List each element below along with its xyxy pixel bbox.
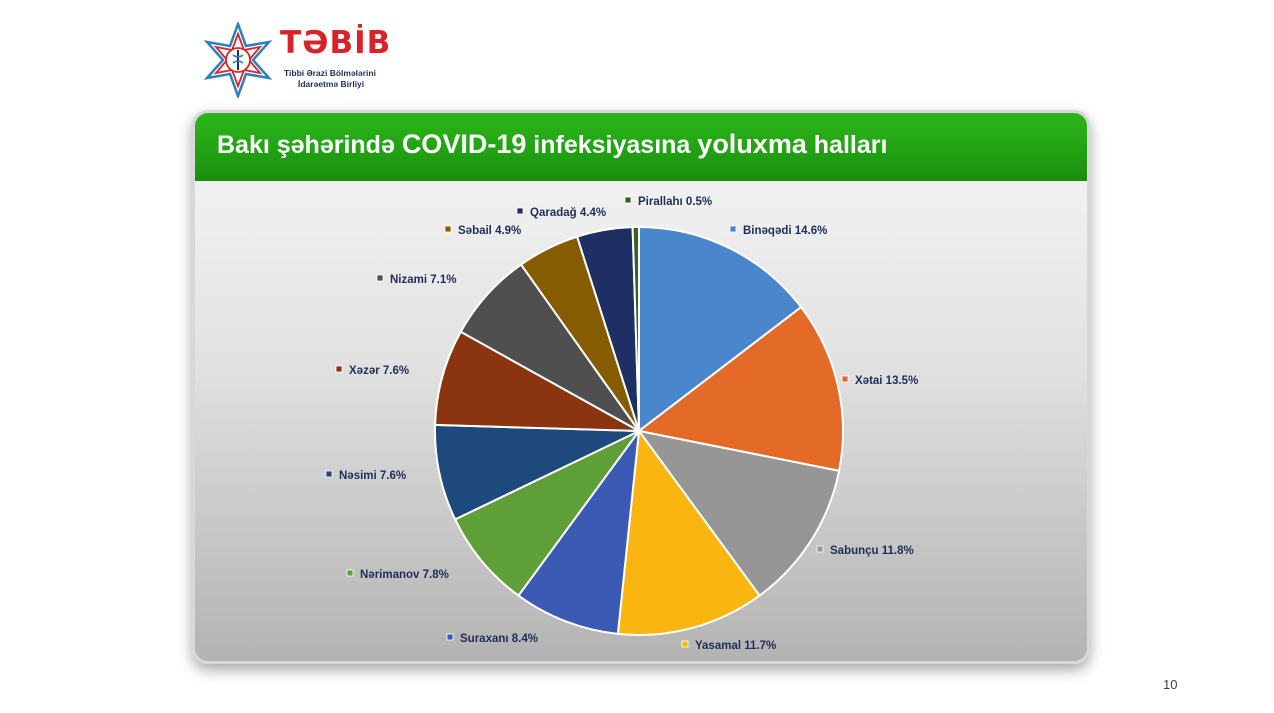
slice-label: Yasamal 11.7%: [695, 640, 776, 652]
slice-label-marker: [624, 196, 632, 204]
slice-label-marker: [729, 225, 737, 233]
title-part-bold: yoluxma: [697, 129, 807, 159]
slice-label: Xəzər 7.6%: [349, 365, 409, 377]
pie-slice-2: [636, 429, 841, 597]
slice-label: Qaradağ 4.4%: [530, 207, 606, 219]
logo-subtitle: Tibbi Ərazi Bölmələrini İdarəetmə Birliy…: [284, 68, 404, 90]
pie-slice-7: [434, 330, 640, 432]
pie-slice-6: [434, 423, 640, 521]
title-part: halları: [806, 131, 888, 159]
slice-label: Binəqədi 14.6%: [743, 225, 827, 237]
slice-label-marker: [681, 640, 689, 648]
slice-label-marker: [325, 470, 333, 478]
slice-label-marker: [376, 274, 384, 282]
slice-label: Xətai 13.5%: [855, 375, 918, 387]
pie-slice-3: [616, 428, 761, 636]
chart-panel: Bakı şəhərində COVID-19 infeksiyasına yo…: [192, 110, 1090, 664]
slice-label-marker: [841, 375, 849, 383]
tabib-emblem-icon: [203, 22, 273, 98]
slice-label: Pirallahı 0.5%: [638, 196, 712, 208]
slice-label: Nəsimi 7.6%: [339, 470, 406, 482]
pie-slice-4: [517, 427, 641, 635]
pie-slice-5: [453, 430, 640, 597]
logo-subtitle-line1: Tibbi Ərazi Bölmələrini: [284, 68, 376, 78]
slice-label-marker: [444, 225, 452, 233]
slice-label: Səbail 4.9%: [458, 225, 521, 237]
chart-title: Bakı şəhərində COVID-19 infeksiyasına yo…: [217, 129, 887, 160]
slice-label: Suraxanı 8.4%: [460, 633, 538, 645]
slice-label: Nərimanov 7.8%: [360, 569, 449, 581]
slice-label-marker: [516, 207, 524, 215]
slice-label-marker: [335, 365, 343, 373]
page-number: 10: [1163, 677, 1178, 692]
chart-header: Bakı şəhərində COVID-19 infeksiyasına yo…: [195, 113, 1087, 181]
slice-label: Nizami 7.1%: [390, 274, 456, 286]
logo-title: TƏBİB: [280, 25, 392, 61]
pie-slice-11: [631, 225, 640, 432]
title-part: Bakı şəhərində: [217, 131, 402, 159]
slice-label-marker: [446, 633, 454, 641]
pie-slice-0: [638, 225, 803, 434]
pie-slice-1: [636, 305, 844, 473]
tabib-logo: TƏBİB Tibbi Ərazi Bölmələrini İdarəetmə …: [200, 22, 400, 102]
title-part-bold: COVID-19: [401, 129, 527, 159]
title-part: infeksiyasına: [526, 131, 698, 159]
slice-label: Sabunçu 11.8%: [830, 545, 914, 557]
logo-subtitle-line2: İdarəetmə Birliyi: [298, 79, 365, 89]
slice-label-marker: [346, 569, 354, 577]
pie-chart: Binəqədi 14.6% Xətai 13.5% Sabunçu 11.8% Ya…: [325, 196, 918, 652]
slice-label-marker: [816, 545, 824, 553]
